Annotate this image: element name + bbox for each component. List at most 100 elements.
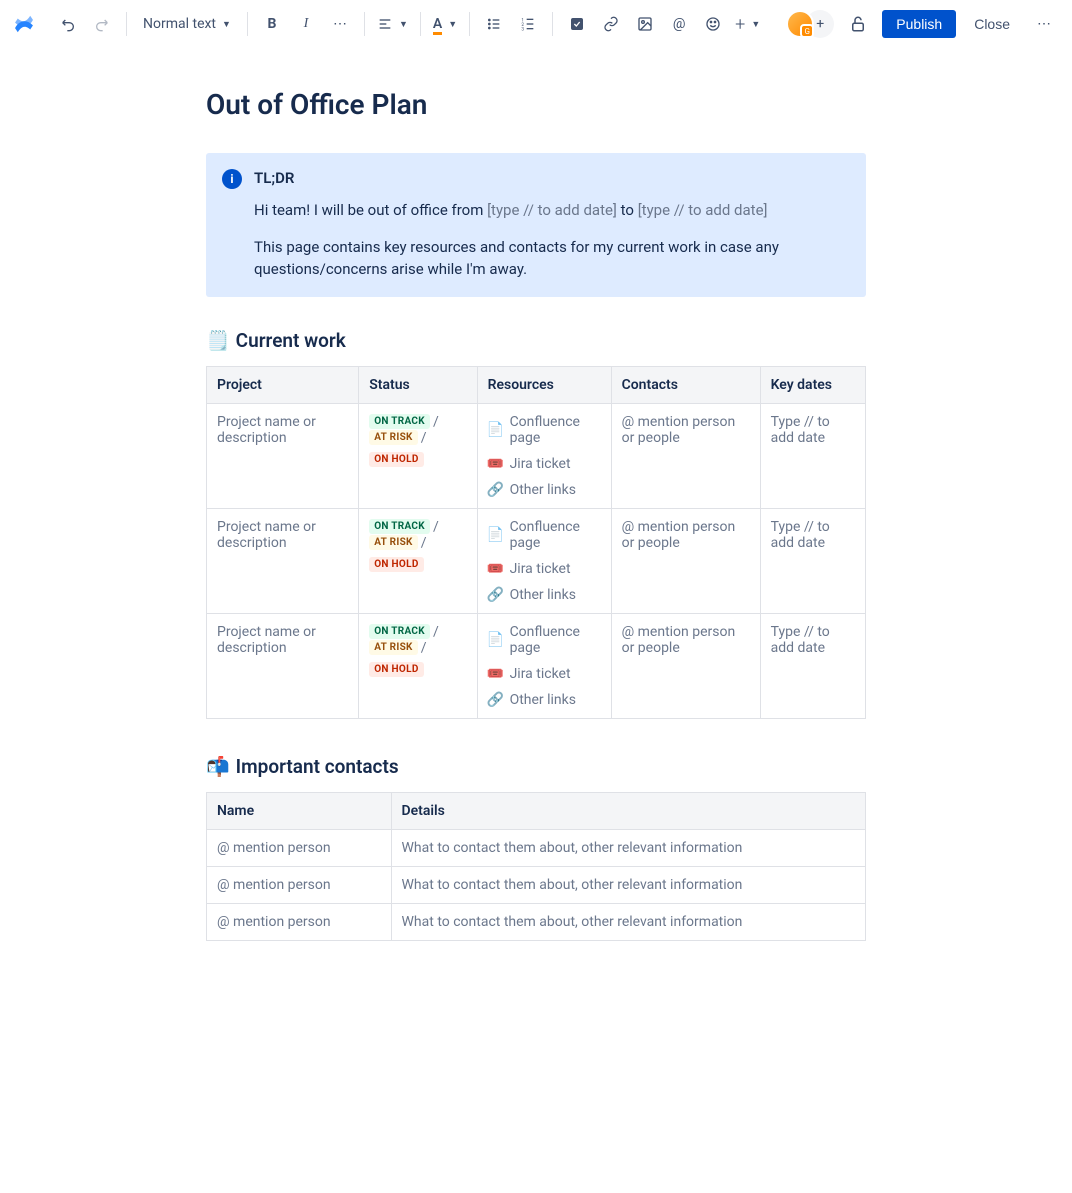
- cell-contact-name[interactable]: @ mention person: [207, 866, 392, 903]
- restrictions-button[interactable]: [842, 8, 874, 40]
- insert-dropdown[interactable]: + ▼: [731, 8, 764, 40]
- col-contacts[interactable]: Contacts: [611, 366, 760, 403]
- status-at-risk[interactable]: AT RISK: [369, 430, 418, 445]
- cell-contact-name[interactable]: @ mention person: [207, 903, 392, 940]
- bullet-list-button[interactable]: [478, 8, 510, 40]
- important-contacts-heading[interactable]: 📬 Important contacts: [206, 755, 866, 778]
- col-key-dates[interactable]: Key dates: [760, 366, 865, 403]
- info-icon: i: [222, 169, 242, 189]
- cell-project[interactable]: Project name or description: [207, 508, 359, 613]
- resource-confluence[interactable]: 📄Confluence page: [488, 414, 601, 446]
- cell-contact-details[interactable]: What to contact them about, other releva…: [391, 866, 865, 903]
- user-avatar[interactable]: G: [786, 10, 814, 38]
- more-actions-button[interactable]: ⋯: [1028, 8, 1060, 40]
- cell-project[interactable]: Project name or description: [207, 403, 359, 508]
- ticket-icon: 🎟️: [488, 456, 504, 472]
- cell-contacts[interactable]: @ mention person or people: [611, 508, 760, 613]
- col-project[interactable]: Project: [207, 366, 359, 403]
- cell-resources[interactable]: 📄Confluence page 🎟️Jira ticket 🔗Other li…: [477, 403, 611, 508]
- cell-project[interactable]: Project name or description: [207, 613, 359, 718]
- cell-contacts[interactable]: @ mention person or people: [611, 403, 760, 508]
- status-on-track[interactable]: ON TRACK: [369, 624, 430, 639]
- col-name[interactable]: Name: [207, 792, 392, 829]
- resource-other[interactable]: 🔗Other links: [488, 692, 601, 708]
- cell-contacts[interactable]: @ mention person or people: [611, 613, 760, 718]
- toolbar-separator: [469, 12, 470, 36]
- info-panel[interactable]: i TL;DR Hi team! I will be out of office…: [206, 153, 866, 297]
- current-work-table[interactable]: Project Status Resources Contacts Key da…: [206, 366, 866, 719]
- col-resources[interactable]: Resources: [477, 366, 611, 403]
- cell-contact-name[interactable]: @ mention person: [207, 829, 392, 866]
- status-on-track[interactable]: ON TRACK: [369, 414, 430, 429]
- resource-other[interactable]: 🔗Other links: [488, 587, 601, 603]
- close-button[interactable]: Close: [964, 10, 1020, 38]
- cell-contact-details[interactable]: What to contact them about, other releva…: [391, 903, 865, 940]
- resource-jira[interactable]: 🎟️Jira ticket: [488, 456, 601, 472]
- table-header-row: Name Details: [207, 792, 866, 829]
- action-item-button[interactable]: [561, 8, 593, 40]
- emoji-button[interactable]: [697, 8, 729, 40]
- toolbar-separator: [364, 12, 365, 36]
- table-header-row: Project Status Resources Contacts Key da…: [207, 366, 866, 403]
- table-row[interactable]: @ mention person What to contact them ab…: [207, 903, 866, 940]
- text-style-dropdown[interactable]: Normal text ▼: [135, 8, 239, 40]
- publish-button[interactable]: Publish: [882, 10, 956, 38]
- chevron-down-icon: ▼: [751, 19, 760, 30]
- mention-button[interactable]: @: [663, 8, 695, 40]
- redo-button[interactable]: [86, 8, 118, 40]
- editor-toolbar: Normal text ▼ B I ⋯ ▼ A ▼ 123: [0, 0, 1072, 48]
- table-row[interactable]: Project name or description ON TRACK/AT …: [207, 613, 866, 718]
- image-button[interactable]: [629, 8, 661, 40]
- cell-resources[interactable]: 📄Confluence page 🎟️Jira ticket 🔗Other li…: [477, 613, 611, 718]
- cell-contact-details[interactable]: What to contact them about, other releva…: [391, 829, 865, 866]
- numbered-list-button[interactable]: 123: [512, 8, 544, 40]
- cell-status[interactable]: ON TRACK/AT RISK/ON HOLD: [359, 613, 477, 718]
- resource-other[interactable]: 🔗Other links: [488, 482, 601, 498]
- link-icon: 🔗: [488, 692, 504, 708]
- contacts-table[interactable]: Name Details @ mention person What to co…: [206, 792, 866, 941]
- page-content: Out of Office Plan i TL;DR Hi team! I wi…: [176, 48, 896, 1017]
- cell-resources[interactable]: 📄Confluence page 🎟️Jira ticket 🔗Other li…: [477, 508, 611, 613]
- cell-status[interactable]: ON TRACK/AT RISK/ON HOLD: [359, 403, 477, 508]
- resource-jira[interactable]: 🎟️Jira ticket: [488, 561, 601, 577]
- status-on-hold[interactable]: ON HOLD: [369, 452, 423, 467]
- page-icon: 📄: [488, 632, 504, 648]
- table-row[interactable]: @ mention person What to contact them ab…: [207, 829, 866, 866]
- info-line-2[interactable]: This page contains key resources and con…: [254, 236, 850, 281]
- resource-confluence[interactable]: 📄Confluence page: [488, 519, 601, 551]
- date-placeholder[interactable]: [type // to add date]: [638, 201, 768, 219]
- link-button[interactable]: [595, 8, 627, 40]
- align-dropdown[interactable]: ▼: [373, 8, 412, 40]
- status-at-risk[interactable]: AT RISK: [369, 535, 418, 550]
- status-on-hold[interactable]: ON HOLD: [369, 662, 423, 677]
- mailbox-icon: 📬: [206, 755, 230, 778]
- cell-key-dates[interactable]: Type // to add date: [760, 613, 865, 718]
- text-color-dropdown[interactable]: A ▼: [429, 8, 461, 40]
- col-status[interactable]: Status: [359, 366, 477, 403]
- col-details[interactable]: Details: [391, 792, 865, 829]
- undo-button[interactable]: [52, 8, 84, 40]
- status-on-track[interactable]: ON TRACK: [369, 519, 430, 534]
- notepad-icon: 🗒️: [206, 329, 230, 352]
- link-icon: 🔗: [488, 587, 504, 603]
- resource-confluence[interactable]: 📄Confluence page: [488, 624, 601, 656]
- more-formatting-button[interactable]: ⋯: [324, 8, 356, 40]
- status-at-risk[interactable]: AT RISK: [369, 640, 418, 655]
- info-line-1[interactable]: Hi team! I will be out of office from [t…: [254, 199, 850, 222]
- date-placeholder[interactable]: [type // to add date]: [487, 201, 617, 219]
- table-row[interactable]: Project name or description ON TRACK/AT …: [207, 403, 866, 508]
- status-on-hold[interactable]: ON HOLD: [369, 557, 423, 572]
- cell-key-dates[interactable]: Type // to add date: [760, 403, 865, 508]
- page-title[interactable]: Out of Office Plan: [206, 88, 866, 121]
- current-work-heading[interactable]: 🗒️ Current work: [206, 329, 866, 352]
- table-row[interactable]: @ mention person What to contact them ab…: [207, 866, 866, 903]
- cell-key-dates[interactable]: Type // to add date: [760, 508, 865, 613]
- table-row[interactable]: Project name or description ON TRACK/AT …: [207, 508, 866, 613]
- cell-status[interactable]: ON TRACK/AT RISK/ON HOLD: [359, 508, 477, 613]
- confluence-logo-icon[interactable]: [12, 12, 36, 36]
- ticket-icon: 🎟️: [488, 666, 504, 682]
- resource-jira[interactable]: 🎟️Jira ticket: [488, 666, 601, 682]
- italic-button[interactable]: I: [290, 8, 322, 40]
- bold-button[interactable]: B: [256, 8, 288, 40]
- toolbar-separator: [420, 12, 421, 36]
